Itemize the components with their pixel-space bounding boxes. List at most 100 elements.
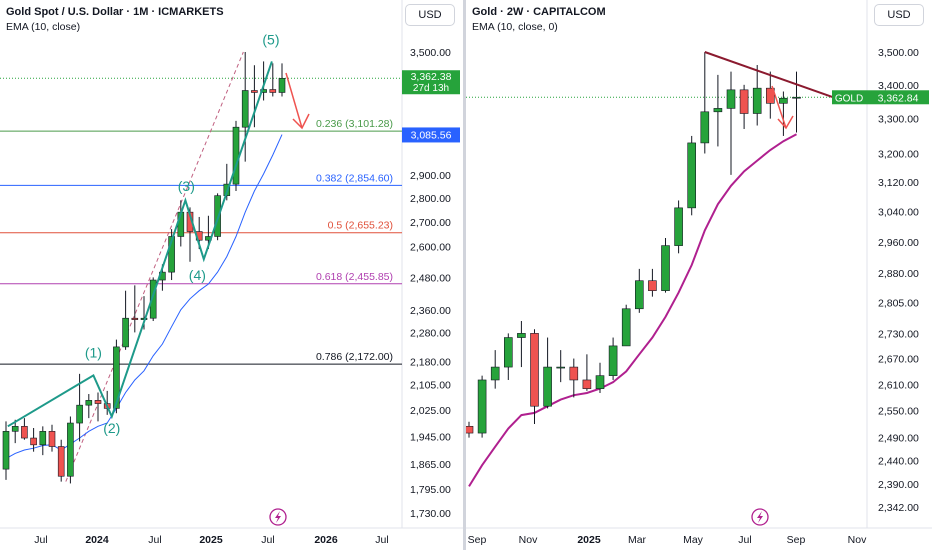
right-bearish-arrow-head	[777, 115, 794, 130]
right-candle-body[interactable]	[687, 142, 696, 209]
right-candle-body[interactable]	[517, 333, 526, 338]
right-y-tick-label: 2,880.00	[878, 268, 919, 280]
right-candle-body[interactable]	[503, 337, 513, 368]
right-candle-body[interactable]	[713, 108, 723, 113]
right-x-tick-label: Sep	[787, 534, 806, 546]
candle-body[interactable]	[39, 431, 47, 446]
right-candle-body[interactable]	[543, 366, 552, 407]
fib-level-label: 0.5 (2,655.23)	[328, 220, 393, 232]
candle-body[interactable]	[67, 422, 74, 477]
candle-body[interactable]	[30, 437, 37, 446]
right-candle-body[interactable]	[608, 345, 618, 376]
right-candle-body[interactable]	[674, 207, 683, 246]
right-chart-panel[interactable]: 2,342.00 2,390.00 2,440.00 2,490.00 2,550.00…	[466, 0, 932, 550]
right-candle-body[interactable]	[752, 87, 762, 114]
bearish-arrow-line[interactable]	[285, 72, 303, 129]
right-y-tick-label: 2,960.00	[878, 237, 919, 249]
right-candle-body[interactable]	[792, 96, 801, 99]
right-candle-body[interactable]	[556, 366, 565, 369]
descending-trendline[interactable]	[704, 51, 835, 99]
right-chart-svg[interactable]: 2,342.00 2,390.00 2,440.00 2,490.00 2,550.00…	[466, 0, 932, 550]
candle-body[interactable]	[278, 78, 286, 93]
right-ema-line[interactable]	[468, 133, 797, 487]
bearish-arrow-head	[292, 113, 310, 130]
right-candle-body[interactable]	[661, 245, 670, 291]
last-price-tag-value: 3,362.38	[411, 71, 452, 83]
right-candle-body[interactable]	[530, 333, 539, 407]
right-candle-body[interactable]	[739, 89, 749, 114]
wave-label: (5)	[262, 32, 279, 48]
right-y-tick-label: 3,400.00	[878, 80, 919, 92]
left-y-tick-label: 1,730.00	[410, 508, 451, 520]
right-candle-body[interactable]	[595, 375, 605, 389]
candle-body[interactable]	[11, 426, 19, 432]
candle-body[interactable]	[94, 400, 102, 404]
left-y-tick-label: 2,180.00	[410, 357, 451, 369]
left-y-tick-label: 1,795.00	[410, 484, 451, 496]
left-chart-panel[interactable]: 1,730.00 1,795.00 1,865.00 1,945.00 2,025.00…	[0, 0, 463, 550]
candle-body[interactable]	[131, 317, 139, 320]
fib-anchor-line[interactable]	[65, 51, 244, 482]
left-chart-svg[interactable]: 1,730.00 1,795.00 1,865.00 1,945.00 2,025.00…	[0, 0, 463, 550]
right-candle-body[interactable]	[726, 89, 736, 109]
left-y-tick-label: 2,600.00	[410, 241, 451, 253]
ema-price-tag	[402, 127, 460, 143]
candle-body[interactable]	[269, 89, 277, 93]
right-candle-body[interactable]	[621, 308, 631, 347]
panel-divider[interactable]	[463, 0, 466, 550]
candle-body[interactable]	[2, 431, 10, 470]
left-indicator-legend[interactable]: EMA (10, close)	[6, 21, 81, 33]
right-x-tick-label: Nov	[848, 534, 867, 546]
right-candle-body[interactable]	[582, 379, 592, 389]
wave-label: (4)	[189, 267, 206, 283]
candle-body[interactable]	[113, 346, 120, 409]
right-candle-body[interactable]	[466, 425, 474, 434]
candle-body[interactable]	[149, 279, 157, 319]
candle-body[interactable]	[251, 90, 258, 93]
right-candle-body[interactable]	[765, 87, 775, 104]
right-candle-body[interactable]	[700, 111, 710, 144]
right-last-price-tag	[867, 90, 929, 105]
left-x-tick-label: Jul	[34, 534, 47, 546]
candle-body[interactable]	[57, 446, 65, 477]
right-x-tick-label: May	[683, 534, 704, 546]
left-y-tick-label: 1,865.00	[410, 459, 451, 471]
candle-body[interactable]	[232, 126, 240, 185]
right-candle-body[interactable]	[490, 366, 500, 381]
left-y-tick-label: 2,105.00	[410, 380, 451, 392]
candle-body[interactable]	[241, 90, 249, 128]
elliott-wave-path[interactable]	[7, 61, 273, 428]
right-candle-body[interactable]	[779, 97, 788, 104]
left-y-tick-label: 2,700.00	[410, 217, 451, 229]
left-x-tick-label: 2026	[314, 534, 338, 546]
candle-body[interactable]	[168, 236, 175, 273]
right-candle-body[interactable]	[635, 280, 644, 310]
left-x-tick-label: Jul	[261, 534, 274, 546]
candle-body[interactable]	[21, 426, 28, 439]
fib-level-label: 0.618 (2,455.85)	[316, 271, 393, 283]
left-y-tick-label: 2,900.00	[410, 170, 451, 182]
lightning-event-icon-glyph	[275, 511, 281, 523]
ema-price-tag-value: 3,085.56	[411, 129, 452, 141]
right-candle-body[interactable]	[477, 379, 487, 434]
candle-body[interactable]	[48, 431, 56, 447]
candle-body[interactable]	[122, 317, 129, 348]
left-y-tick-label: 3,500.00	[410, 47, 451, 59]
right-last-price-tag-value: 3,362.84	[878, 92, 919, 104]
right-y-tick-label: 2,390.00	[878, 479, 919, 491]
right-bearish-arrow-line[interactable]	[771, 85, 787, 129]
candle-body[interactable]	[260, 89, 267, 93]
right-x-tick-label: 2025	[577, 534, 601, 546]
right-lightning-event-icon-glyph	[757, 511, 763, 523]
left-currency-button[interactable]: USD	[405, 4, 455, 26]
wave-label: (3)	[178, 178, 195, 194]
right-currency-button[interactable]: USD	[874, 4, 924, 26]
right-candle-body[interactable]	[569, 366, 579, 381]
candle-body[interactable]	[85, 400, 93, 406]
last-price-tag	[402, 70, 460, 95]
candle-body[interactable]	[76, 404, 83, 424]
right-candle-body[interactable]	[648, 280, 657, 291]
right-y-tick-label: 2,550.00	[878, 406, 919, 418]
right-indicator-legend[interactable]: EMA (10, close, 0)	[472, 21, 558, 33]
